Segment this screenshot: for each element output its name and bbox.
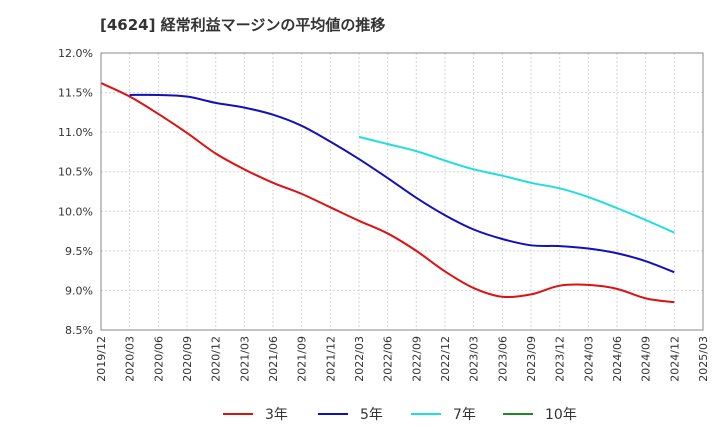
x-tick-label: 2021/06 [267, 336, 280, 382]
series-line-2 [129, 93, 675, 274]
x-tick-label: 2019/12 [95, 336, 108, 382]
x-tick-label: 2021/12 [324, 336, 337, 382]
y-tick-label: 8.5% [65, 324, 93, 337]
x-tick-label: 2022/06 [382, 336, 395, 382]
y-tick-label: 10.0% [58, 205, 93, 218]
x-tick-label: 2023/12 [554, 336, 567, 382]
x-tick-label: 2022/09 [410, 336, 423, 382]
x-tick-label: 2020/12 [210, 336, 223, 382]
x-tick-label: 2023/03 [468, 336, 481, 382]
series-line-1 [100, 82, 675, 304]
x-tick-label: 2024/03 [582, 336, 595, 382]
y-tick-label: 9.0% [65, 284, 93, 297]
y-tick-label: 9.5% [65, 245, 93, 258]
axes: 8.5% 9.0% 9.5% 10.0% 10.5% 11.0% 11.5% 12.0% 201… [58, 47, 710, 382]
legend-label: 7年 [453, 407, 476, 423]
x-tick-label: 2021/03 [238, 336, 251, 382]
x-tick-label: 2021/09 [296, 336, 309, 382]
x-tick-label: 2020/09 [181, 336, 194, 382]
x-tick-label: 2023/09 [525, 336, 538, 382]
x-tick-label: 2025/03 [697, 336, 710, 382]
plot-frame [100, 52, 704, 331]
x-tick-label: 2024/12 [668, 336, 681, 382]
x-tick-label: 2020/06 [152, 336, 165, 382]
y-tick-label: 11.5% [58, 87, 93, 100]
legend-label: 5年 [360, 407, 383, 423]
x-tick-label: 2020/03 [124, 336, 137, 382]
series-line-3 [358, 135, 675, 234]
y-tick-label: 11.0% [58, 126, 93, 139]
x-tick-label: 2024/09 [640, 336, 653, 382]
legend: 3年 5年 7年 10年 [223, 407, 577, 423]
series-lines [100, 82, 675, 304]
chart-title: [4624] 経常利益マージンの平均値の推移 [100, 16, 386, 34]
legend-label: 10年 [545, 407, 577, 423]
x-tick-label: 2023/06 [496, 336, 509, 382]
y-tick-label: 12.0% [58, 47, 93, 60]
y-tick-label: 10.5% [58, 166, 93, 179]
x-tick-label: 2024/06 [611, 336, 624, 382]
legend-label: 3年 [265, 407, 288, 423]
x-tick-label: 2022/03 [353, 336, 366, 382]
x-tick-label: 2022/12 [439, 336, 452, 382]
